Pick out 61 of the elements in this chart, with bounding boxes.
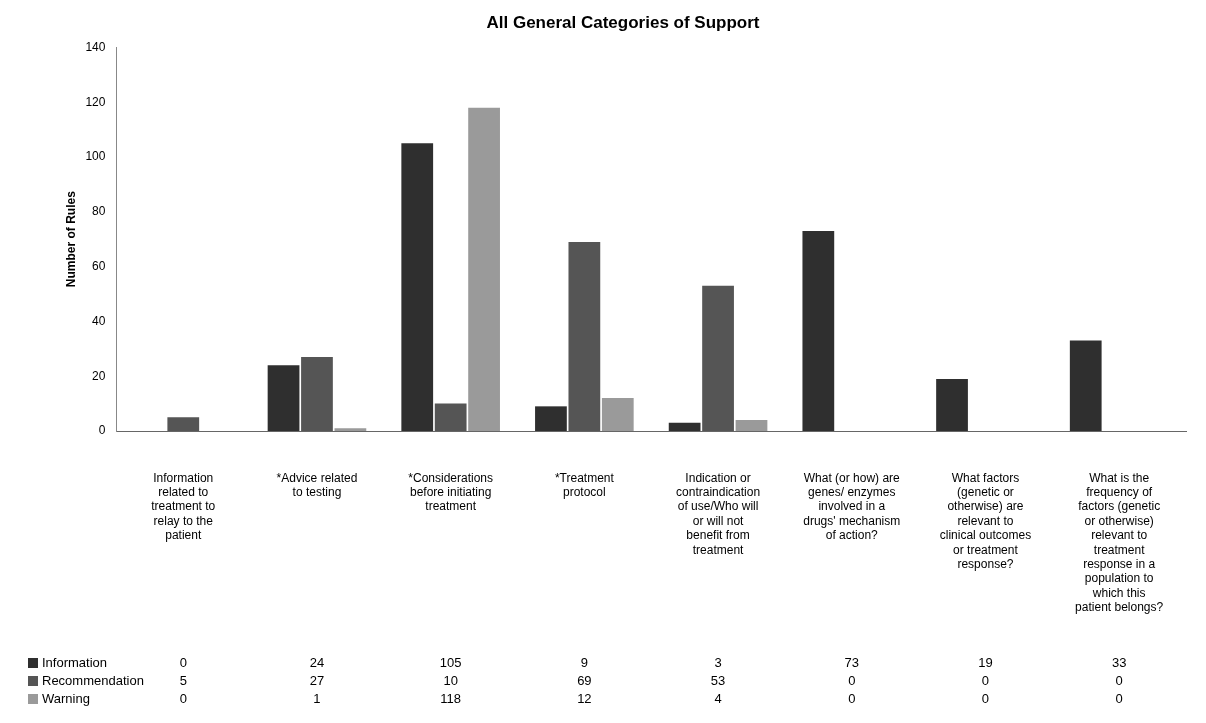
data-label: 69 <box>577 672 592 688</box>
bar <box>735 420 768 431</box>
x-tick-label: Information related to treatment to relay to the patient <box>151 470 216 543</box>
data-label: 0 <box>179 690 187 706</box>
data-label: 105 <box>439 654 462 670</box>
bar <box>702 285 734 431</box>
data-label: 0 <box>981 690 990 706</box>
y-tick-label: 100 <box>85 149 106 164</box>
bar <box>468 107 500 431</box>
y-axis-title: Number of Rules <box>63 190 78 288</box>
data-label: 5 <box>179 672 187 688</box>
bar <box>1069 340 1102 431</box>
data-label: 24 <box>309 654 325 670</box>
legend-label: Recommendation <box>42 672 144 688</box>
bar <box>267 365 300 431</box>
y-tick-label: 80 <box>92 204 106 219</box>
data-label: 0 <box>1115 690 1123 706</box>
data-label: 33 <box>1111 654 1127 670</box>
bar <box>668 422 701 431</box>
bar <box>936 378 968 431</box>
category-label: What is the frequency of factors (genetic or otherwise) relevant to treatment response in a population to which this patient belongs? <box>1075 470 1164 615</box>
y-tick-label: 40 <box>92 313 106 328</box>
data-label: 12 <box>577 690 592 706</box>
data-label: 3 <box>714 654 722 670</box>
data-label: 1 <box>313 690 321 706</box>
data-label: 0 <box>1115 672 1123 688</box>
data-label: 0 <box>848 690 856 706</box>
x-tick-label: *Treatment protocol <box>554 470 615 499</box>
y-tick-label: 0 <box>98 423 106 438</box>
bar <box>334 428 367 431</box>
data-label: 19 <box>978 654 993 670</box>
x-tick-label: Indication or contraindication of use/Who will or will not benefit from treatment <box>676 470 761 557</box>
bar <box>167 417 200 431</box>
bar <box>802 230 835 431</box>
bar <box>434 403 467 431</box>
y-tick-label: 20 <box>92 368 106 383</box>
data-label: 27 <box>309 672 325 688</box>
y-tick-label: 120 <box>85 94 106 109</box>
bar <box>535 406 567 431</box>
data-label: 0 <box>981 672 990 688</box>
bar <box>601 398 634 431</box>
data-label: 118 <box>440 690 462 706</box>
y-tick-label: 60 <box>92 258 106 273</box>
data-label: 9 <box>580 654 588 670</box>
data-label: 0 <box>179 654 187 670</box>
data-label: 4 <box>714 690 722 706</box>
data-label: 10 <box>443 672 458 688</box>
data-label: 0 <box>848 672 856 688</box>
data-label: 53 <box>710 672 726 688</box>
bar <box>568 241 601 431</box>
x-tick-label: What factors (genetic or otherwise) are relevant to clinical outcomes or treatment response? <box>939 470 1032 571</box>
bar <box>301 357 333 431</box>
x-tick-label: *Advice related to testing <box>276 470 358 499</box>
x-tick-label: What (or how) are genes/ enzymes involved in a drugs' mechanism of action? <box>803 470 901 543</box>
x-tick-label: *Considerations before initiating treatment <box>408 470 494 514</box>
data-label: 73 <box>844 654 859 670</box>
legend-label: Information <box>42 654 108 670</box>
legend-label: Warning <box>42 690 90 706</box>
chart-title: All General Categories of Support <box>486 12 760 32</box>
y-tick-label: 140 <box>85 39 106 54</box>
bar <box>401 143 434 431</box>
